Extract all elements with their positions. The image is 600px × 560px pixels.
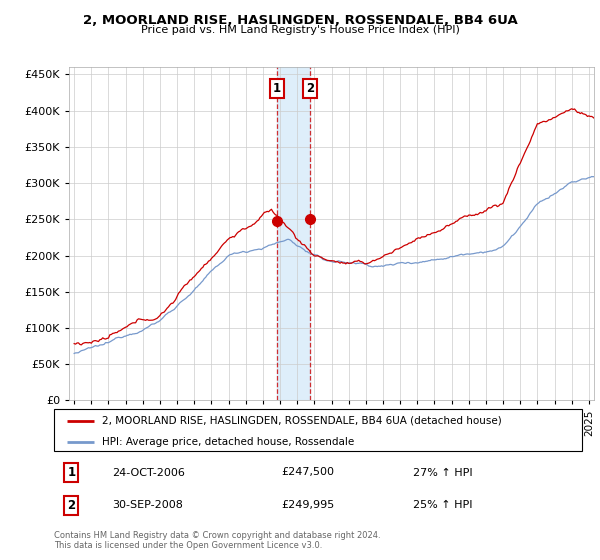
Text: £249,995: £249,995 — [281, 501, 334, 510]
Text: 1: 1 — [273, 82, 281, 95]
Text: HPI: Average price, detached house, Rossendale: HPI: Average price, detached house, Ross… — [101, 437, 354, 446]
Text: Contains HM Land Registry data © Crown copyright and database right 2024.
This d: Contains HM Land Registry data © Crown c… — [54, 531, 380, 550]
Text: Price paid vs. HM Land Registry's House Price Index (HPI): Price paid vs. HM Land Registry's House … — [140, 25, 460, 35]
Text: 2: 2 — [67, 499, 76, 512]
Text: 2, MOORLAND RISE, HASLINGDEN, ROSSENDALE, BB4 6UA: 2, MOORLAND RISE, HASLINGDEN, ROSSENDALE… — [83, 14, 517, 27]
Text: £247,500: £247,500 — [281, 468, 334, 478]
Text: 2: 2 — [306, 82, 314, 95]
Text: 30-SEP-2008: 30-SEP-2008 — [112, 501, 183, 510]
Text: 2, MOORLAND RISE, HASLINGDEN, ROSSENDALE, BB4 6UA (detached house): 2, MOORLAND RISE, HASLINGDEN, ROSSENDALE… — [101, 416, 501, 426]
Bar — [277, 67, 310, 400]
Text: 27% ↑ HPI: 27% ↑ HPI — [413, 468, 473, 478]
Text: 24-OCT-2006: 24-OCT-2006 — [112, 468, 185, 478]
Text: 25% ↑ HPI: 25% ↑ HPI — [413, 501, 473, 510]
FancyBboxPatch shape — [54, 409, 582, 451]
Text: 1: 1 — [67, 466, 76, 479]
